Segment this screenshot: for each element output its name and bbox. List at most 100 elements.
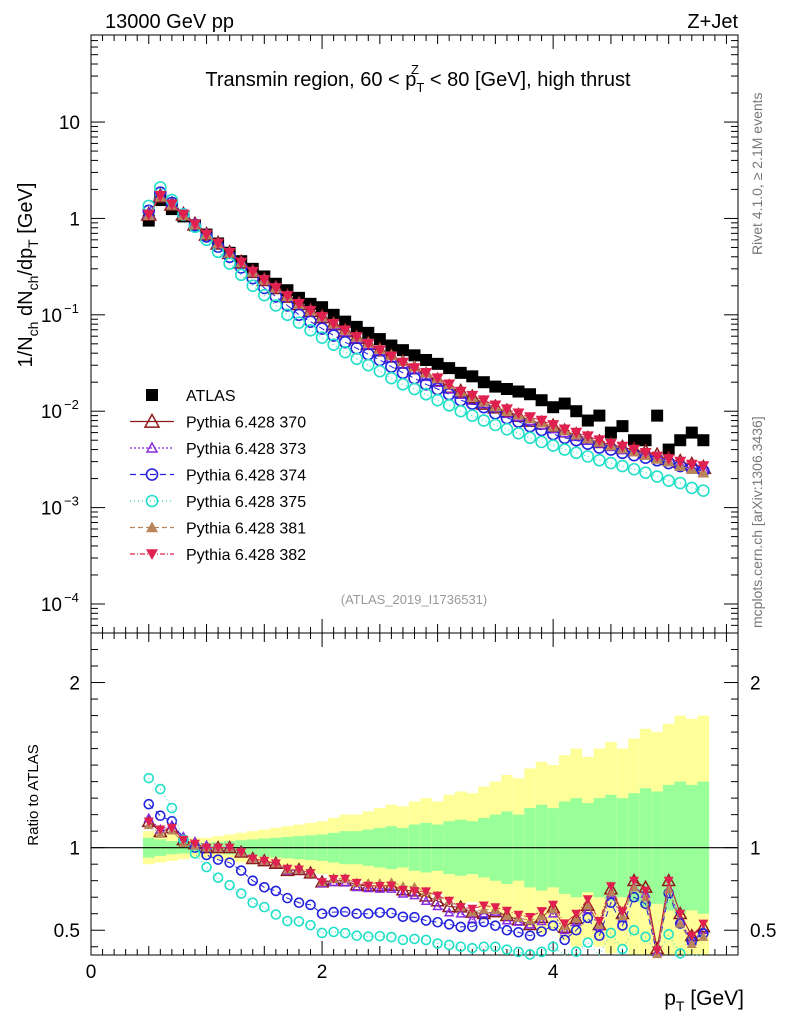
- ratio-point: [270, 909, 282, 920]
- mcplots-info: mcplots.cern.ch [arXiv:1306.3436]: [749, 416, 765, 628]
- legend-label: ATLAS: [186, 388, 236, 405]
- atlas-point: [466, 370, 479, 383]
- y-tick-exponent: −2: [64, 397, 79, 412]
- atlas-point: [489, 380, 502, 393]
- ratio-tick-label-left: 0.5: [54, 921, 80, 942]
- ratio-point: [282, 892, 293, 904]
- mc-point: [547, 420, 560, 431]
- mc-point: [188, 219, 201, 231]
- atlas-point: [535, 394, 548, 407]
- ratio-tick-label-right: 0.5: [750, 921, 776, 942]
- y-axis-label: 1/Nch dNch/dpT [GeV]: [15, 183, 41, 368]
- ratio-point: [443, 919, 455, 930]
- ratio-point: [155, 825, 166, 835]
- mc-point: [628, 444, 641, 456]
- mc-point: [431, 393, 444, 407]
- ratio-point: [397, 888, 409, 898]
- atlas-point: [454, 366, 467, 379]
- ratio-point: [548, 900, 559, 910]
- ratio-point: [490, 920, 501, 931]
- mc-point: [385, 351, 398, 363]
- ratio-point: [374, 907, 386, 918]
- mc-point: [385, 371, 398, 385]
- plot-title: Transmin region, 60 < pT < 80 [GeV], hig…: [205, 69, 631, 95]
- ratio-point: [236, 848, 247, 858]
- atlas-point: [662, 443, 675, 456]
- mc-point: [593, 435, 606, 447]
- ratio-point: [247, 897, 259, 909]
- mc-point: [279, 287, 296, 303]
- ratio-point: [513, 926, 524, 938]
- ratio-point: [432, 900, 443, 911]
- ratio-point: [270, 859, 281, 869]
- mc-point: [327, 338, 340, 351]
- mc-point: [546, 439, 560, 452]
- atlas-point: [639, 434, 652, 447]
- ratio-series: [141, 772, 711, 960]
- ratio-point: [501, 924, 513, 936]
- legend-marker: [146, 389, 158, 401]
- atlas-point: [604, 426, 617, 439]
- mc-point: [569, 446, 583, 460]
- atlas-point: [327, 308, 340, 321]
- mc-point: [674, 456, 687, 468]
- ratio-point: [444, 896, 455, 906]
- ratio-point: [432, 891, 443, 901]
- y-tick-label: 10: [41, 306, 62, 327]
- mc-point: [339, 325, 352, 337]
- ratio-point: [455, 903, 466, 913]
- ratio-point: [143, 798, 155, 810]
- mc-point: [500, 422, 514, 436]
- ratio-point: [328, 875, 339, 885]
- ratio-point: [409, 911, 420, 923]
- legend-label: Pythia 6.428 382: [186, 547, 306, 564]
- mc-point: [662, 454, 675, 465]
- ratio-point: [166, 802, 178, 814]
- mc-point: [408, 363, 421, 375]
- mc-point: [489, 418, 502, 432]
- ratio-point: [490, 903, 501, 913]
- mc-point: [431, 373, 444, 385]
- mc-point: [604, 456, 618, 470]
- ratio-tick-label-left: 1: [69, 839, 80, 860]
- ratio-point: [363, 881, 374, 891]
- legend-marker: [146, 521, 158, 533]
- mc-point: [639, 448, 652, 459]
- ratio-point: [582, 912, 594, 924]
- mc-point: [477, 414, 491, 427]
- atlas-point: [697, 434, 710, 447]
- mc-point: [558, 443, 571, 456]
- ratio-point: [247, 854, 258, 864]
- ratio-point: [224, 843, 235, 853]
- mc-point: [581, 431, 594, 443]
- collision-label: 13000 GeV pp: [105, 11, 234, 33]
- mc-point: [258, 288, 271, 302]
- ratio-point: [316, 927, 328, 939]
- ratio-point: [663, 883, 674, 893]
- ratio-point: [547, 908, 559, 918]
- y-tick-label: 10: [41, 595, 62, 616]
- ratio-point: [224, 879, 235, 891]
- atlas-point: [350, 320, 363, 333]
- mc-point: [500, 404, 513, 416]
- atlas-point: [500, 382, 513, 395]
- ratio-point: [270, 885, 282, 897]
- mc-point: [396, 378, 410, 391]
- atlas-point: [593, 409, 606, 422]
- atlas-point: [570, 405, 583, 418]
- ratio-point: [605, 882, 616, 892]
- ratio-point: [594, 930, 605, 942]
- ratio-point: [386, 881, 397, 891]
- analysis-label: (ATLAS_2019_I1736531): [341, 592, 487, 607]
- ratio-point: [501, 906, 512, 916]
- mc-point: [489, 400, 502, 412]
- atlas-point: [477, 376, 490, 389]
- mc-point: [281, 291, 294, 302]
- ratio-point: [293, 916, 305, 927]
- ratio-point: [259, 901, 270, 913]
- mc-point: [639, 466, 652, 480]
- ratio-point: [605, 927, 617, 939]
- mc-point: [442, 387, 456, 401]
- y-tick-exponent: −4: [64, 590, 79, 605]
- ratio-point: [559, 919, 570, 929]
